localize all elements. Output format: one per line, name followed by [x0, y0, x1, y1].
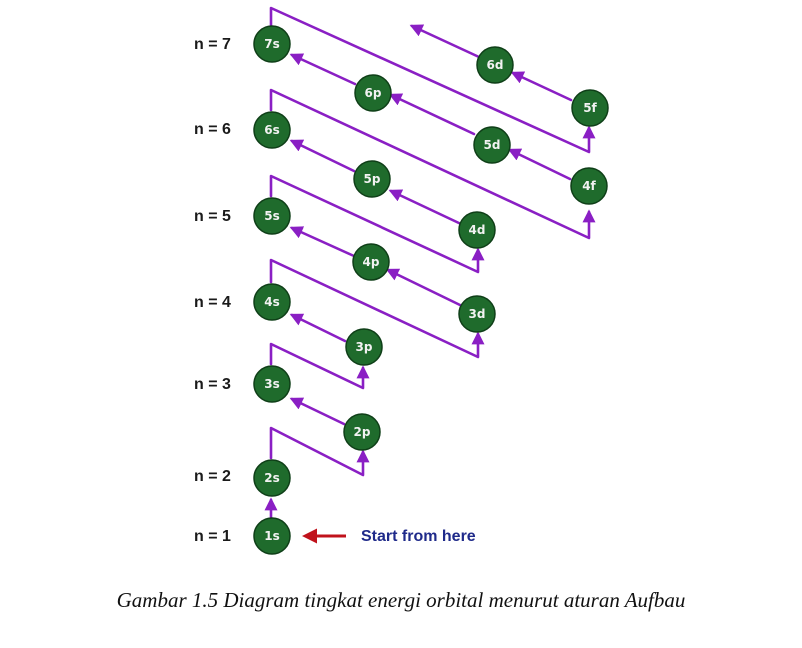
orbital-label: 2s: [264, 471, 280, 485]
arrow-2p-3s: [289, 397, 346, 426]
arrow-3d-4p: [385, 268, 462, 307]
arrow-5s-4d: [269, 174, 485, 274]
start-label: Start from here: [361, 528, 476, 545]
orbital-5d: 5d: [473, 126, 511, 164]
level-label: n = 5: [194, 208, 231, 225]
orbital-3s: 3s: [253, 365, 291, 403]
orbital-6p: 6p: [354, 74, 392, 112]
level-label: n = 6: [194, 121, 231, 138]
orbital-4d: 4d: [458, 211, 496, 249]
orbital-5s: 5s: [253, 197, 291, 235]
orbital-label: 3s: [264, 377, 280, 391]
orbital-3d: 3d: [458, 295, 496, 333]
orbital-label: 6p: [365, 86, 382, 100]
orbital-label: 4d: [469, 223, 486, 237]
arrow-4f-5d: [507, 148, 572, 181]
orbital-label: 7s: [264, 37, 280, 51]
orbital-5p: 5p: [353, 160, 391, 198]
level-label: n = 7: [194, 36, 231, 53]
start-indicator: Start from here: [302, 528, 476, 545]
orbital-label: 5s: [264, 209, 280, 223]
orbital-label: 4s: [264, 295, 280, 309]
orbital-label: 3p: [356, 340, 373, 354]
orbital-5f: 5f: [571, 89, 609, 127]
orbital-label: 5d: [484, 138, 501, 152]
orbital-3p: 3p: [345, 328, 383, 366]
orbitals: 1s 2s 2p 3s 3p 3d 4s 4p: [253, 25, 609, 555]
arrow-3p-4s: [289, 313, 347, 343]
level-label: n = 1: [194, 528, 231, 545]
orbital-2p: 2p: [343, 413, 381, 451]
arrow-6p-7s: [289, 53, 357, 86]
aufbau-arrows: [264, 6, 596, 522]
figure-caption: Gambar 1.5 Diagram tingkat energi orbita…: [116, 588, 686, 612]
arrow-5d-6p: [388, 93, 476, 136]
orbital-label: 6s: [264, 123, 280, 137]
orbital-4s: 4s: [253, 283, 291, 321]
arrow-4d-5p: [388, 189, 463, 226]
orbital-label: 5p: [364, 172, 381, 186]
orbital-label: 6d: [487, 58, 504, 72]
orbital-2s: 2s: [253, 459, 291, 497]
orbital-label: 4f: [582, 179, 596, 193]
orbital-4p: 4p: [352, 243, 390, 281]
orbital-6d: 6d: [476, 46, 514, 84]
level-label: n = 2: [194, 468, 231, 485]
orbital-4f: 4f: [570, 167, 608, 205]
orbital-1s: 1s: [253, 517, 291, 555]
arrow-4s-3d: [269, 258, 485, 359]
level-label: n = 4: [194, 294, 231, 311]
energy-levels: n = 1 n = 2 n = 3 n = 4 n = 5 n = 6 n = …: [194, 36, 231, 545]
arrow-4p-5s: [289, 226, 356, 258]
level-label: n = 3: [194, 376, 231, 393]
arrow-5f-6d: [510, 71, 573, 102]
arrow-3s-3p: [269, 342, 370, 390]
orbital-6s: 6s: [253, 111, 291, 149]
orbital-label: 4p: [363, 255, 380, 269]
arrow-5p-6s: [289, 139, 356, 173]
orbital-label: 5f: [583, 101, 597, 115]
orbital-label: 2p: [354, 425, 371, 439]
arrow-6s-4f: [269, 88, 596, 240]
orbital-label: 1s: [264, 529, 280, 543]
orbital-label: 3d: [469, 307, 486, 321]
arrow-7s-5f: [269, 6, 596, 154]
orbital-7s: 7s: [253, 25, 291, 63]
arrow-2s-2p: [269, 426, 370, 477]
arrow-6d-beyond: [409, 24, 481, 59]
